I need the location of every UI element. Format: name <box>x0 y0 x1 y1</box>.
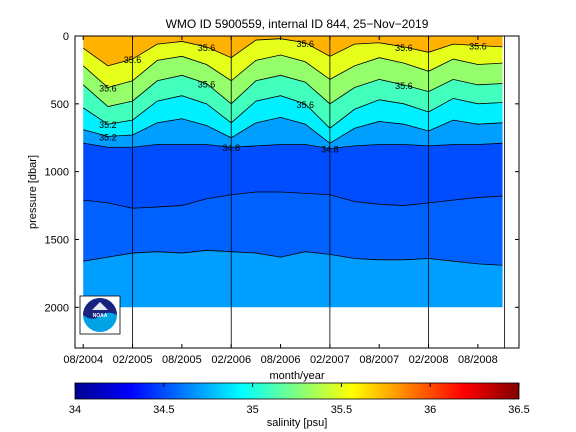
y-axis-label: pressure [dbar] <box>27 155 39 229</box>
contour-label: 35.6 <box>198 79 216 89</box>
x-tick-label: 08/2007 <box>359 354 399 366</box>
contour-line <box>83 249 503 266</box>
contour-label: 35.6 <box>99 84 117 94</box>
contour-labels: 35.6 35.6 35.6 35.6 35.6 35.6 35.6 35.6 35.6 35.2… <box>99 39 487 155</box>
x-tick-label: 08/2004 <box>63 354 103 366</box>
x-tick-label: 02/2006 <box>211 354 251 366</box>
x-tick-label: 02/2007 <box>310 354 350 366</box>
y-tick-label: 500 <box>51 99 69 111</box>
plot-frame <box>74 35 520 349</box>
year-separator-lines <box>132 36 505 348</box>
salinity-band <box>83 54 503 107</box>
salinity-band <box>83 250 503 308</box>
salinity-bands <box>83 36 503 308</box>
y-tick-label: 2000 <box>45 302 69 314</box>
contour-lines <box>82 38 503 266</box>
colorbar-tick-label: 36 <box>424 404 436 416</box>
contour-label: 35.2 <box>99 120 117 130</box>
x-tick-label: 08/2006 <box>261 354 301 366</box>
colorbar-tick-label: 34.5 <box>153 404 174 416</box>
x-tick-label: 02/2005 <box>113 354 153 366</box>
contour-label: 35.6 <box>395 81 413 91</box>
x-axis: 08/2004 02/2005 08/2005 02/2006 08/2006 02/20… <box>63 36 498 366</box>
salinity-band <box>83 75 503 129</box>
contour-label: 35.6 <box>395 43 413 53</box>
salinity-band <box>83 95 503 144</box>
contour-line <box>83 142 503 149</box>
contour-label: 35.6 <box>198 43 216 53</box>
salinity-band <box>83 38 503 88</box>
contour-label: 35.2 <box>99 132 117 142</box>
contour-label: 35.6 <box>124 55 142 65</box>
noaa-logo: NOAA <box>79 295 121 335</box>
contour-line <box>83 95 503 129</box>
y-axis: 0 500 1000 1500 2000 <box>45 31 519 314</box>
contour-label: 34.8 <box>222 143 240 153</box>
contour-line <box>82 38 503 67</box>
contour-label: 35.6 <box>469 41 487 51</box>
chart-title: WMO ID 5900559, internal ID 844, 25−Nov−… <box>166 17 429 31</box>
contour-label: 35.6 <box>296 39 314 49</box>
contour-label: 35.6 <box>296 100 314 110</box>
colorbar-tick-label: 34 <box>69 404 81 416</box>
x-tick-label: 08/2008 <box>458 354 498 366</box>
colorbar <box>74 382 520 400</box>
salinity-band <box>83 36 503 66</box>
plot-area: 35.6 35.6 35.6 35.6 35.6 35.6 35.6 35.6 35.6 35.2… <box>82 36 505 348</box>
contour-label: 34.8 <box>321 145 339 155</box>
noaa-logo-text: NOAA <box>93 313 108 319</box>
colorbar-tick-label: 35.5 <box>331 404 352 416</box>
contour-line <box>83 116 503 144</box>
contour-line <box>82 74 503 107</box>
salinity-band <box>83 117 503 149</box>
colorbar-ticks: 34 34.5 35 35.5 36 36.5 <box>69 383 530 416</box>
colorbar-tick-label: 36.5 <box>508 404 529 416</box>
salinity-band <box>83 192 503 266</box>
colorbar-tick-label: 35 <box>246 404 258 416</box>
salinity-band <box>83 143 503 209</box>
x-tick-label: 08/2005 <box>162 354 202 366</box>
y-tick-label: 0 <box>63 31 69 43</box>
contour-line <box>82 54 503 88</box>
y-tick-label: 1000 <box>45 167 69 179</box>
colorbar-label: salinity [psu] <box>267 417 328 429</box>
x-axis-label: month/year <box>269 370 324 382</box>
contour-line <box>83 191 503 209</box>
y-tick-label: 1500 <box>45 234 69 246</box>
x-tick-label: 02/2008 <box>409 354 449 366</box>
